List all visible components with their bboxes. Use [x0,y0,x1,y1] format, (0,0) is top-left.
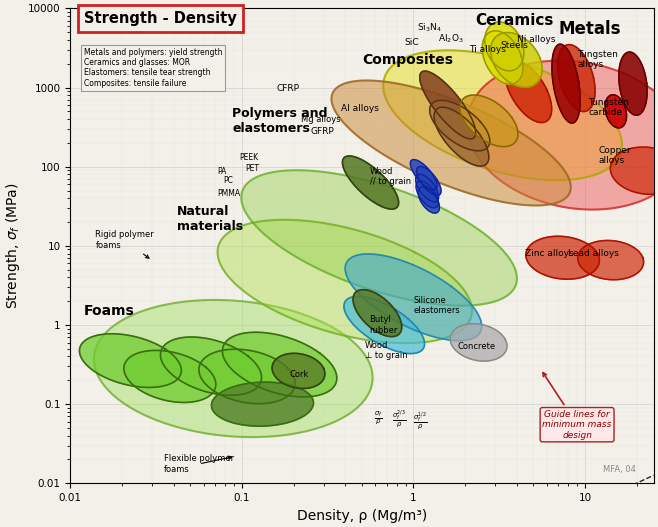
Polygon shape [420,71,476,139]
Text: Guide lines for
minimum mass
design: Guide lines for minimum mass design [542,373,612,440]
Text: $\frac{\sigma_f^{2/3}}{\rho}$: $\frac{\sigma_f^{2/3}}{\rho}$ [392,409,407,430]
Polygon shape [80,334,182,387]
Text: $\frac{\sigma_f}{\rho}$: $\frac{\sigma_f}{\rho}$ [374,410,382,427]
Text: PC: PC [223,176,233,185]
Polygon shape [241,170,517,306]
Polygon shape [222,332,337,397]
Text: Tungsten
carbide: Tungsten carbide [588,97,630,117]
Text: MFA, 04: MFA, 04 [603,465,636,474]
Polygon shape [460,95,518,147]
Polygon shape [344,296,424,354]
Text: Ni alloys: Ni alloys [517,35,555,44]
Polygon shape [558,45,595,112]
Polygon shape [199,349,295,404]
Polygon shape [272,353,325,388]
Polygon shape [505,61,551,123]
Text: GFRP: GFRP [310,127,334,136]
Text: Concrete: Concrete [457,342,495,351]
Text: Ceramics: Ceramics [476,13,554,28]
Polygon shape [450,324,507,361]
Text: Cork: Cork [290,370,309,379]
Text: Polymers and
elastomers: Polymers and elastomers [232,107,328,135]
Polygon shape [485,22,524,71]
Text: Steels: Steels [500,41,528,50]
Text: Al$_2$O$_3$: Al$_2$O$_3$ [438,33,464,45]
Polygon shape [353,290,402,337]
Text: Ti alloys: Ti alloys [468,45,505,54]
Polygon shape [526,236,599,279]
Text: PEEK: PEEK [239,153,258,162]
Polygon shape [345,254,482,340]
Polygon shape [342,156,399,209]
Text: Al alloys: Al alloys [342,104,379,113]
Polygon shape [578,240,644,280]
Polygon shape [332,81,570,206]
Text: CFRP: CFRP [277,84,300,93]
Text: Si$_3$N$_4$: Si$_3$N$_4$ [417,22,442,34]
Text: Natural
materials: Natural materials [177,205,243,233]
Polygon shape [416,181,438,208]
Text: Lead alloys: Lead alloys [569,249,619,258]
Text: PMMA: PMMA [217,189,241,198]
Polygon shape [619,52,647,115]
Polygon shape [161,337,262,395]
Text: $\frac{\sigma_f^{1/2}}{\rho}$: $\frac{\sigma_f^{1/2}}{\rho}$ [413,411,428,432]
Polygon shape [94,300,372,437]
X-axis label: Density, ρ (Mg/m³): Density, ρ (Mg/m³) [297,509,427,523]
Text: Strength - Density: Strength - Density [84,11,237,26]
Text: PET: PET [245,164,259,173]
Polygon shape [418,187,440,213]
Polygon shape [211,382,313,426]
Polygon shape [611,147,658,194]
Polygon shape [417,167,441,196]
Polygon shape [124,350,216,403]
Text: Metals and polymers: yield strength
Ceramics and glasses: MOR
Elastomers: tensil: Metals and polymers: yield strength Cera… [84,47,222,88]
Text: Tungsten
alloys: Tungsten alloys [577,50,618,70]
Polygon shape [218,220,472,343]
Polygon shape [552,44,580,123]
Y-axis label: Strength, $\sigma_f$ (MPa): Strength, $\sigma_f$ (MPa) [5,182,22,309]
Text: Butyl
rubber: Butyl rubber [369,315,397,335]
Text: Wood
⊥ to grain: Wood ⊥ to grain [365,341,407,360]
Text: PA: PA [217,167,227,175]
Text: Rigid polymer
foams: Rigid polymer foams [95,230,154,258]
Text: Copper
alloys: Copper alloys [599,146,631,165]
Text: Metals: Metals [559,20,621,38]
Polygon shape [411,160,437,190]
Polygon shape [430,100,490,151]
Text: Silicone
elastomers: Silicone elastomers [413,296,460,316]
Polygon shape [467,61,658,210]
Polygon shape [383,50,622,180]
Polygon shape [416,174,439,202]
Text: Zinc alloys: Zinc alloys [526,249,574,258]
Polygon shape [482,31,523,84]
Text: Flexible polymer
foams: Flexible polymer foams [164,454,234,474]
Polygon shape [605,95,626,128]
Text: Wood
// to grain: Wood // to grain [370,167,411,186]
Text: Composites: Composites [362,53,453,67]
Text: Foams: Foams [84,304,135,318]
Polygon shape [434,107,489,166]
Text: Mg alloys: Mg alloys [301,115,340,124]
Polygon shape [490,33,542,87]
Text: SiC: SiC [404,37,418,46]
